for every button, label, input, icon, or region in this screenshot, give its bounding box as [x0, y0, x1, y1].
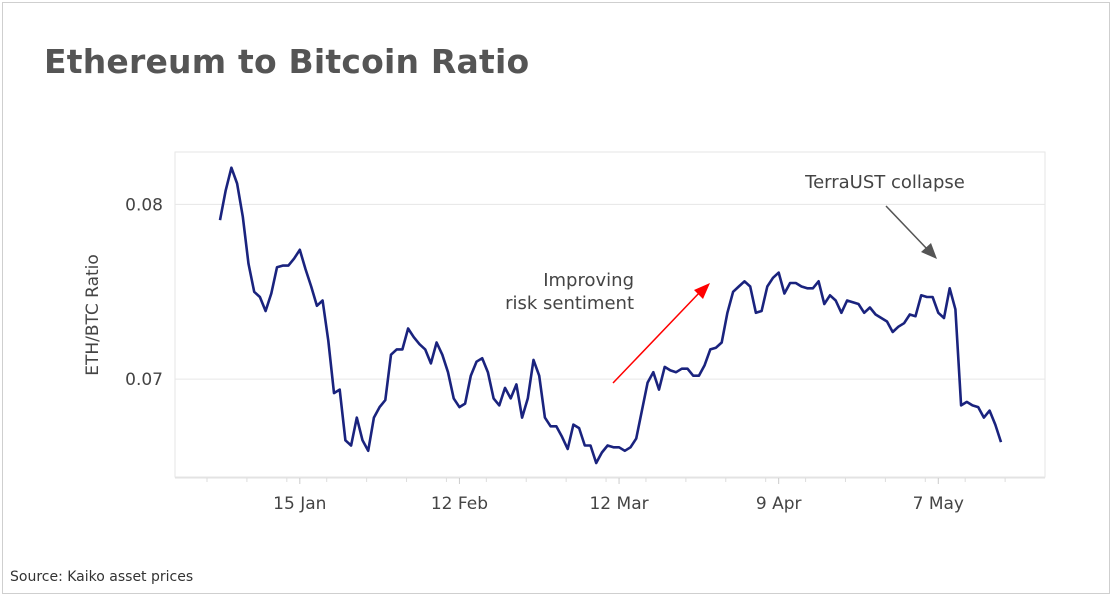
annotation-improving-line2: risk sentiment	[505, 293, 634, 314]
source-note: Source: Kaiko asset prices	[10, 569, 194, 585]
y-tick-label: 0.07	[125, 370, 163, 390]
annotation-improving-line1: Improving	[543, 270, 634, 291]
x-axis: 15 Jan 12 Feb 12 Mar 9 Apr 7 May	[175, 477, 1045, 514]
x-tick-label: 12 Mar	[589, 494, 648, 514]
chart-title: Ethereum to Bitcoin Ratio	[44, 42, 530, 81]
x-tick-label: 15 Jan	[273, 494, 326, 514]
plot-area	[174, 151, 1046, 478]
x-tick-label: 9 Apr	[756, 494, 802, 514]
annotation-terraust: TerraUST collapse	[804, 172, 965, 193]
y-axis-label: ETH/BTC Ratio	[83, 254, 103, 376]
x-tick-label: 7 May	[913, 494, 964, 514]
red-arrow-icon	[612, 283, 710, 384]
x-tick-label: 12 Feb	[431, 494, 488, 514]
chart-frame	[2, 2, 1110, 594]
gray-arrow-icon	[885, 205, 937, 259]
grid-lines	[175, 203, 1045, 380]
series-line	[218, 166, 1003, 465]
data-points	[219, 167, 1002, 464]
y-axis: 0.07 0.08	[125, 195, 163, 390]
y-tick-label: 0.08	[125, 195, 163, 215]
